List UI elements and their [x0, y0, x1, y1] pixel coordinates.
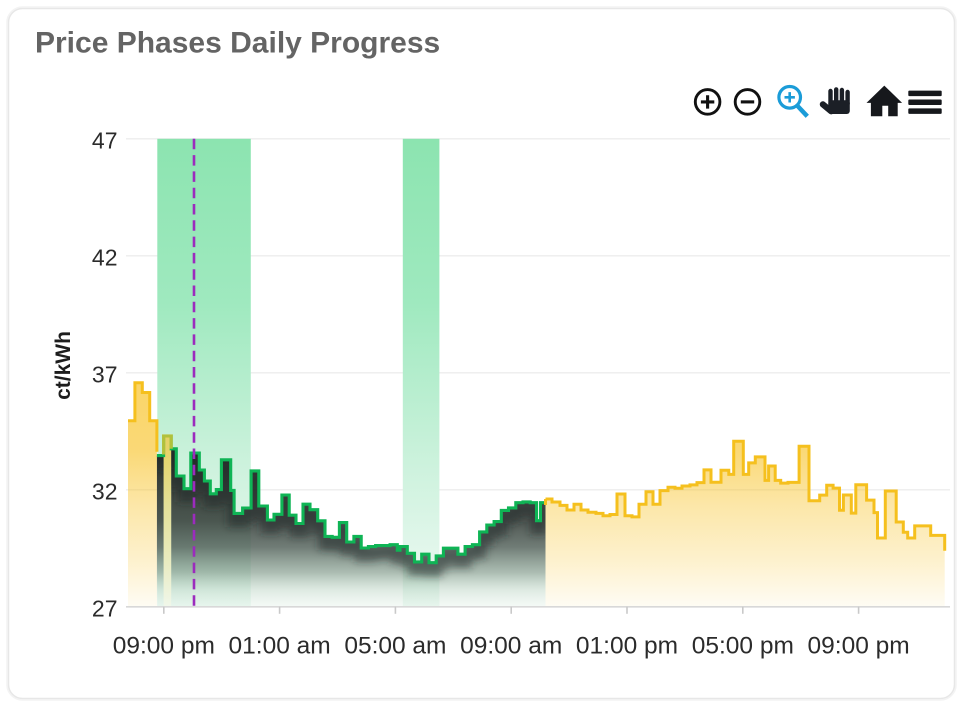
svg-text:Price Phases Daily Progress: Price Phases Daily Progress — [35, 27, 440, 60]
svg-text:09:00 am: 09:00 am — [460, 633, 562, 660]
svg-text:47: 47 — [92, 127, 118, 153]
svg-text:09:00 pm: 09:00 pm — [808, 633, 910, 660]
svg-text:05:00 pm: 05:00 pm — [692, 633, 794, 660]
svg-text:42: 42 — [92, 244, 118, 270]
svg-text:32: 32 — [92, 478, 118, 504]
svg-text:ct/kWh: ct/kWh — [52, 331, 75, 400]
svg-text:27: 27 — [92, 595, 118, 621]
svg-text:01:00 am: 01:00 am — [229, 633, 331, 660]
svg-text:09:00 pm: 09:00 pm — [113, 633, 215, 660]
svg-text:37: 37 — [92, 361, 118, 387]
svg-text:01:00 pm: 01:00 pm — [576, 633, 678, 660]
svg-text:05:00 am: 05:00 am — [344, 633, 446, 660]
